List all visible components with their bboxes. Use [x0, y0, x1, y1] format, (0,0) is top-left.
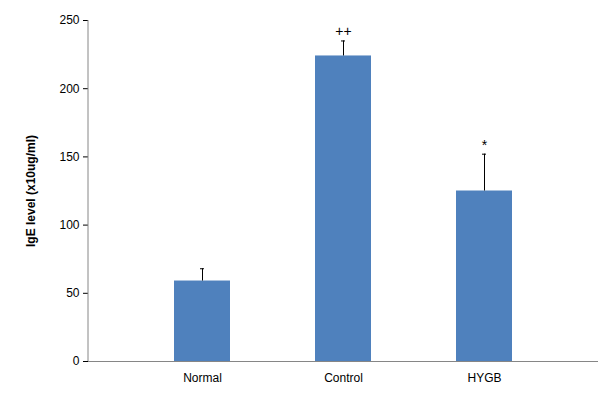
svg-text:0: 0 — [73, 354, 80, 368]
svg-text:250: 250 — [59, 13, 79, 27]
svg-text:IgE level (x10ug/ml): IgE level (x10ug/ml) — [24, 135, 38, 247]
svg-text:100: 100 — [59, 218, 79, 232]
svg-text:++: ++ — [335, 23, 351, 39]
svg-text:HYGB: HYGB — [467, 371, 501, 385]
svg-text:50: 50 — [66, 286, 80, 300]
svg-text:Normal: Normal — [183, 371, 222, 385]
svg-text:Control: Control — [324, 371, 363, 385]
svg-text:200: 200 — [59, 82, 79, 96]
svg-text:*: * — [482, 137, 488, 153]
svg-text:150: 150 — [59, 150, 79, 164]
